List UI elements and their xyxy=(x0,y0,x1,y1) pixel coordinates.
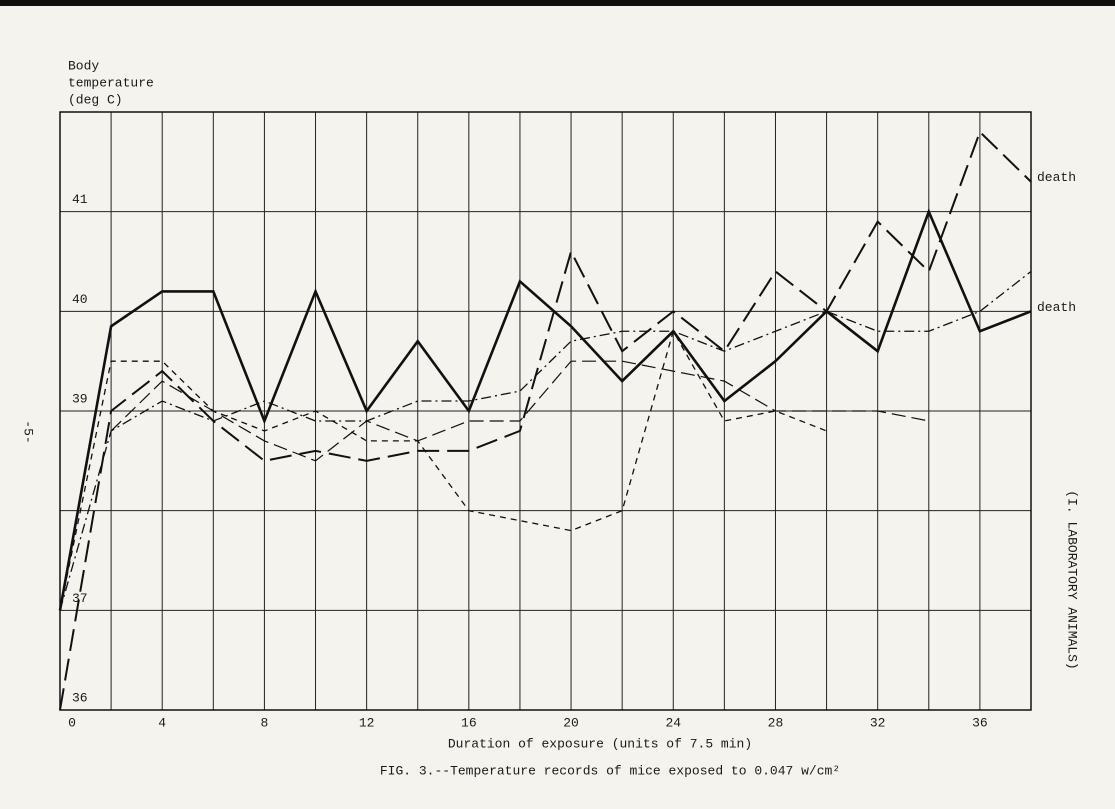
annotation: death xyxy=(1037,300,1076,315)
y-tick-label: 36 xyxy=(72,690,88,705)
y-axis-label: temperature xyxy=(68,75,154,90)
x-tick-label: 20 xyxy=(563,715,579,730)
page-number: -5- xyxy=(21,420,36,443)
annotation: death xyxy=(1037,170,1076,185)
x-tick-label: 32 xyxy=(870,715,886,730)
x-tick-label: 28 xyxy=(768,715,784,730)
x-tick-label: 12 xyxy=(359,715,375,730)
data-line xyxy=(59,270,1032,611)
y-tick-label: 41 xyxy=(72,192,88,207)
chart-title: FIG. 3.--Temperature records of mice exp… xyxy=(380,763,840,778)
x-axis-label: Duration of exposure (units of 7.5 min) xyxy=(448,736,752,751)
y-axis-label: (deg C) xyxy=(68,92,123,107)
side-note: (I. LABORATORY ANIMALS) xyxy=(1065,490,1080,669)
scan-edge xyxy=(0,0,1115,6)
data-line xyxy=(110,360,929,462)
x-tick-label: 16 xyxy=(461,715,477,730)
x-tick-label: 0 xyxy=(68,715,76,730)
data-line xyxy=(59,329,827,611)
data-line xyxy=(58,208,1032,611)
y-axis-label: Body xyxy=(68,58,99,73)
data-line xyxy=(59,130,1032,711)
x-tick-label: 8 xyxy=(261,715,269,730)
x-tick-label: 36 xyxy=(972,715,988,730)
x-tick-label: 4 xyxy=(158,715,166,730)
y-tick-label: 40 xyxy=(72,292,88,307)
y-tick-label: 39 xyxy=(72,391,88,406)
y-tick-label: 37 xyxy=(72,591,88,606)
plot-frame xyxy=(59,111,1032,711)
x-tick-label: 24 xyxy=(665,715,681,730)
